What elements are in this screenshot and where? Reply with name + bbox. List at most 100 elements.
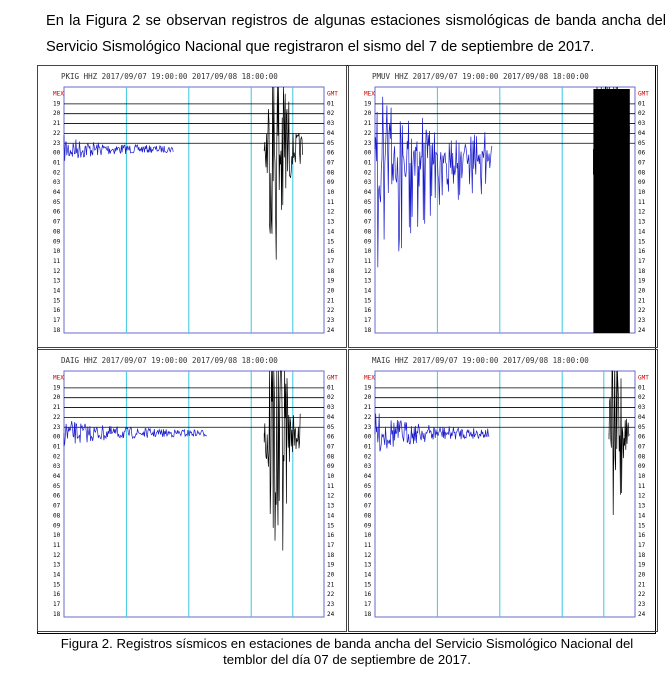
hour-label-right: 04 [327, 130, 335, 137]
hour-label-right: 11 [638, 483, 646, 490]
waveform-blue [374, 96, 493, 268]
hour-label-right: 10 [638, 473, 646, 480]
hour-label-left: 17 [364, 317, 372, 324]
hour-label-left: 05 [53, 199, 61, 206]
hour-label-right: 03 [327, 120, 335, 127]
hour-label-left: 09 [364, 238, 372, 245]
hour-label-left: 03 [364, 463, 372, 470]
hour-label-right: 22 [638, 591, 646, 598]
hour-label-right: 12 [327, 209, 335, 216]
hour-label-right: 15 [638, 238, 646, 245]
waveform-blue [63, 420, 207, 447]
hour-label-right: 24 [638, 611, 646, 618]
hour-label-left: 14 [364, 572, 372, 579]
hour-label-right: 24 [638, 327, 646, 334]
hour-label-right: 11 [327, 483, 335, 490]
waveform-black [608, 370, 630, 516]
hour-label-right: 10 [638, 189, 646, 196]
hour-label-left: 11 [53, 258, 61, 265]
hour-label-right: 17 [638, 542, 646, 549]
hour-label-right: 01 [327, 384, 335, 391]
hour-label-right: 22 [638, 307, 646, 314]
hour-label-left: 23 [53, 424, 61, 431]
hour-label-left: 14 [53, 572, 61, 579]
hour-label-left: 15 [53, 297, 61, 304]
hour-label-left: 17 [53, 601, 61, 608]
hour-label-left: 08 [364, 512, 372, 519]
hour-label-left: 06 [53, 493, 61, 500]
hour-label-right: 09 [327, 179, 335, 186]
intro-text: En la Figura 2 se observan registros de … [46, 13, 666, 55]
hour-label-left: 00 [53, 150, 61, 157]
hour-label-right: 20 [638, 288, 646, 295]
hour-label-left: 09 [53, 522, 61, 529]
hour-label-right: 23 [638, 601, 646, 608]
hour-label-left: 12 [364, 552, 372, 559]
hour-label-right: 22 [327, 307, 335, 314]
hour-label-left: 01 [364, 443, 372, 450]
hour-label-left: 02 [364, 169, 372, 176]
hour-label-left: 12 [53, 552, 61, 559]
waveform-black [263, 86, 303, 260]
hour-label-left: 02 [364, 453, 372, 460]
hour-label-right: 06 [327, 434, 335, 441]
hour-label-left: 07 [53, 219, 61, 226]
hour-label-left: 06 [364, 493, 372, 500]
hour-label-left: 21 [364, 120, 372, 127]
plot-frame [374, 370, 636, 618]
hour-label-left: 01 [53, 159, 61, 166]
hour-label-right: 05 [327, 424, 335, 431]
hour-label-right: 19 [638, 278, 646, 285]
hour-label-right: 16 [638, 248, 646, 255]
hour-label-right: 17 [327, 258, 335, 265]
hour-label-right: 02 [327, 394, 335, 401]
hour-label-left: 09 [364, 522, 372, 529]
hour-label-right: 04 [638, 130, 646, 137]
hour-label-right: 01 [638, 384, 646, 391]
hour-label-right: 05 [327, 140, 335, 147]
hour-label-right: 07 [638, 443, 646, 450]
hour-label-left: 18 [53, 327, 61, 334]
hour-label-left: 16 [364, 307, 372, 314]
hour-label-right: 17 [327, 542, 335, 549]
hour-label-left: 09 [53, 238, 61, 245]
hour-label-right: 15 [327, 238, 335, 245]
hour-label-left: 08 [364, 228, 372, 235]
hour-label-right: 21 [638, 297, 646, 304]
hour-label-left: 10 [364, 532, 372, 539]
hour-label-left: 13 [53, 278, 61, 285]
hour-label-right: 18 [327, 552, 335, 559]
panel-frame [348, 65, 658, 348]
hour-label-right: 18 [638, 552, 646, 559]
hour-label-left: 04 [364, 189, 372, 196]
hour-label-right: 23 [327, 601, 335, 608]
figure: PKIG HHZ 2017/09/07 19:00:00 2017/09/08 … [37, 65, 658, 634]
hour-label-left: 03 [53, 179, 61, 186]
hour-label-right: 08 [327, 453, 335, 460]
hour-label-right: GMT [638, 91, 649, 98]
hour-label-left: 16 [53, 307, 61, 314]
hour-label-right: 08 [327, 169, 335, 176]
hour-label-right: 10 [327, 189, 335, 196]
hour-label-left: 05 [364, 199, 372, 206]
hour-label-right: 13 [638, 219, 646, 226]
hour-label-left: 03 [53, 463, 61, 470]
hour-label-left: 19 [364, 384, 372, 391]
hour-label-left: 05 [364, 483, 372, 490]
plot-frame [63, 370, 325, 618]
hour-label-left: 01 [364, 159, 372, 166]
hour-label-right: 06 [638, 150, 646, 157]
hour-label-left: 08 [53, 228, 61, 235]
panel-frame [37, 349, 347, 632]
hour-label-left: 05 [53, 483, 61, 490]
hour-label-left: MEX [364, 375, 375, 382]
hour-label-right: 19 [638, 562, 646, 569]
hour-label-right: 22 [327, 591, 335, 598]
hour-label-right: 13 [327, 219, 335, 226]
panel-frame [37, 65, 347, 348]
hour-label-left: 14 [364, 288, 372, 295]
hour-label-left: 07 [364, 503, 372, 510]
hour-label-left: 20 [53, 110, 61, 117]
hour-label-right: 03 [327, 404, 335, 411]
